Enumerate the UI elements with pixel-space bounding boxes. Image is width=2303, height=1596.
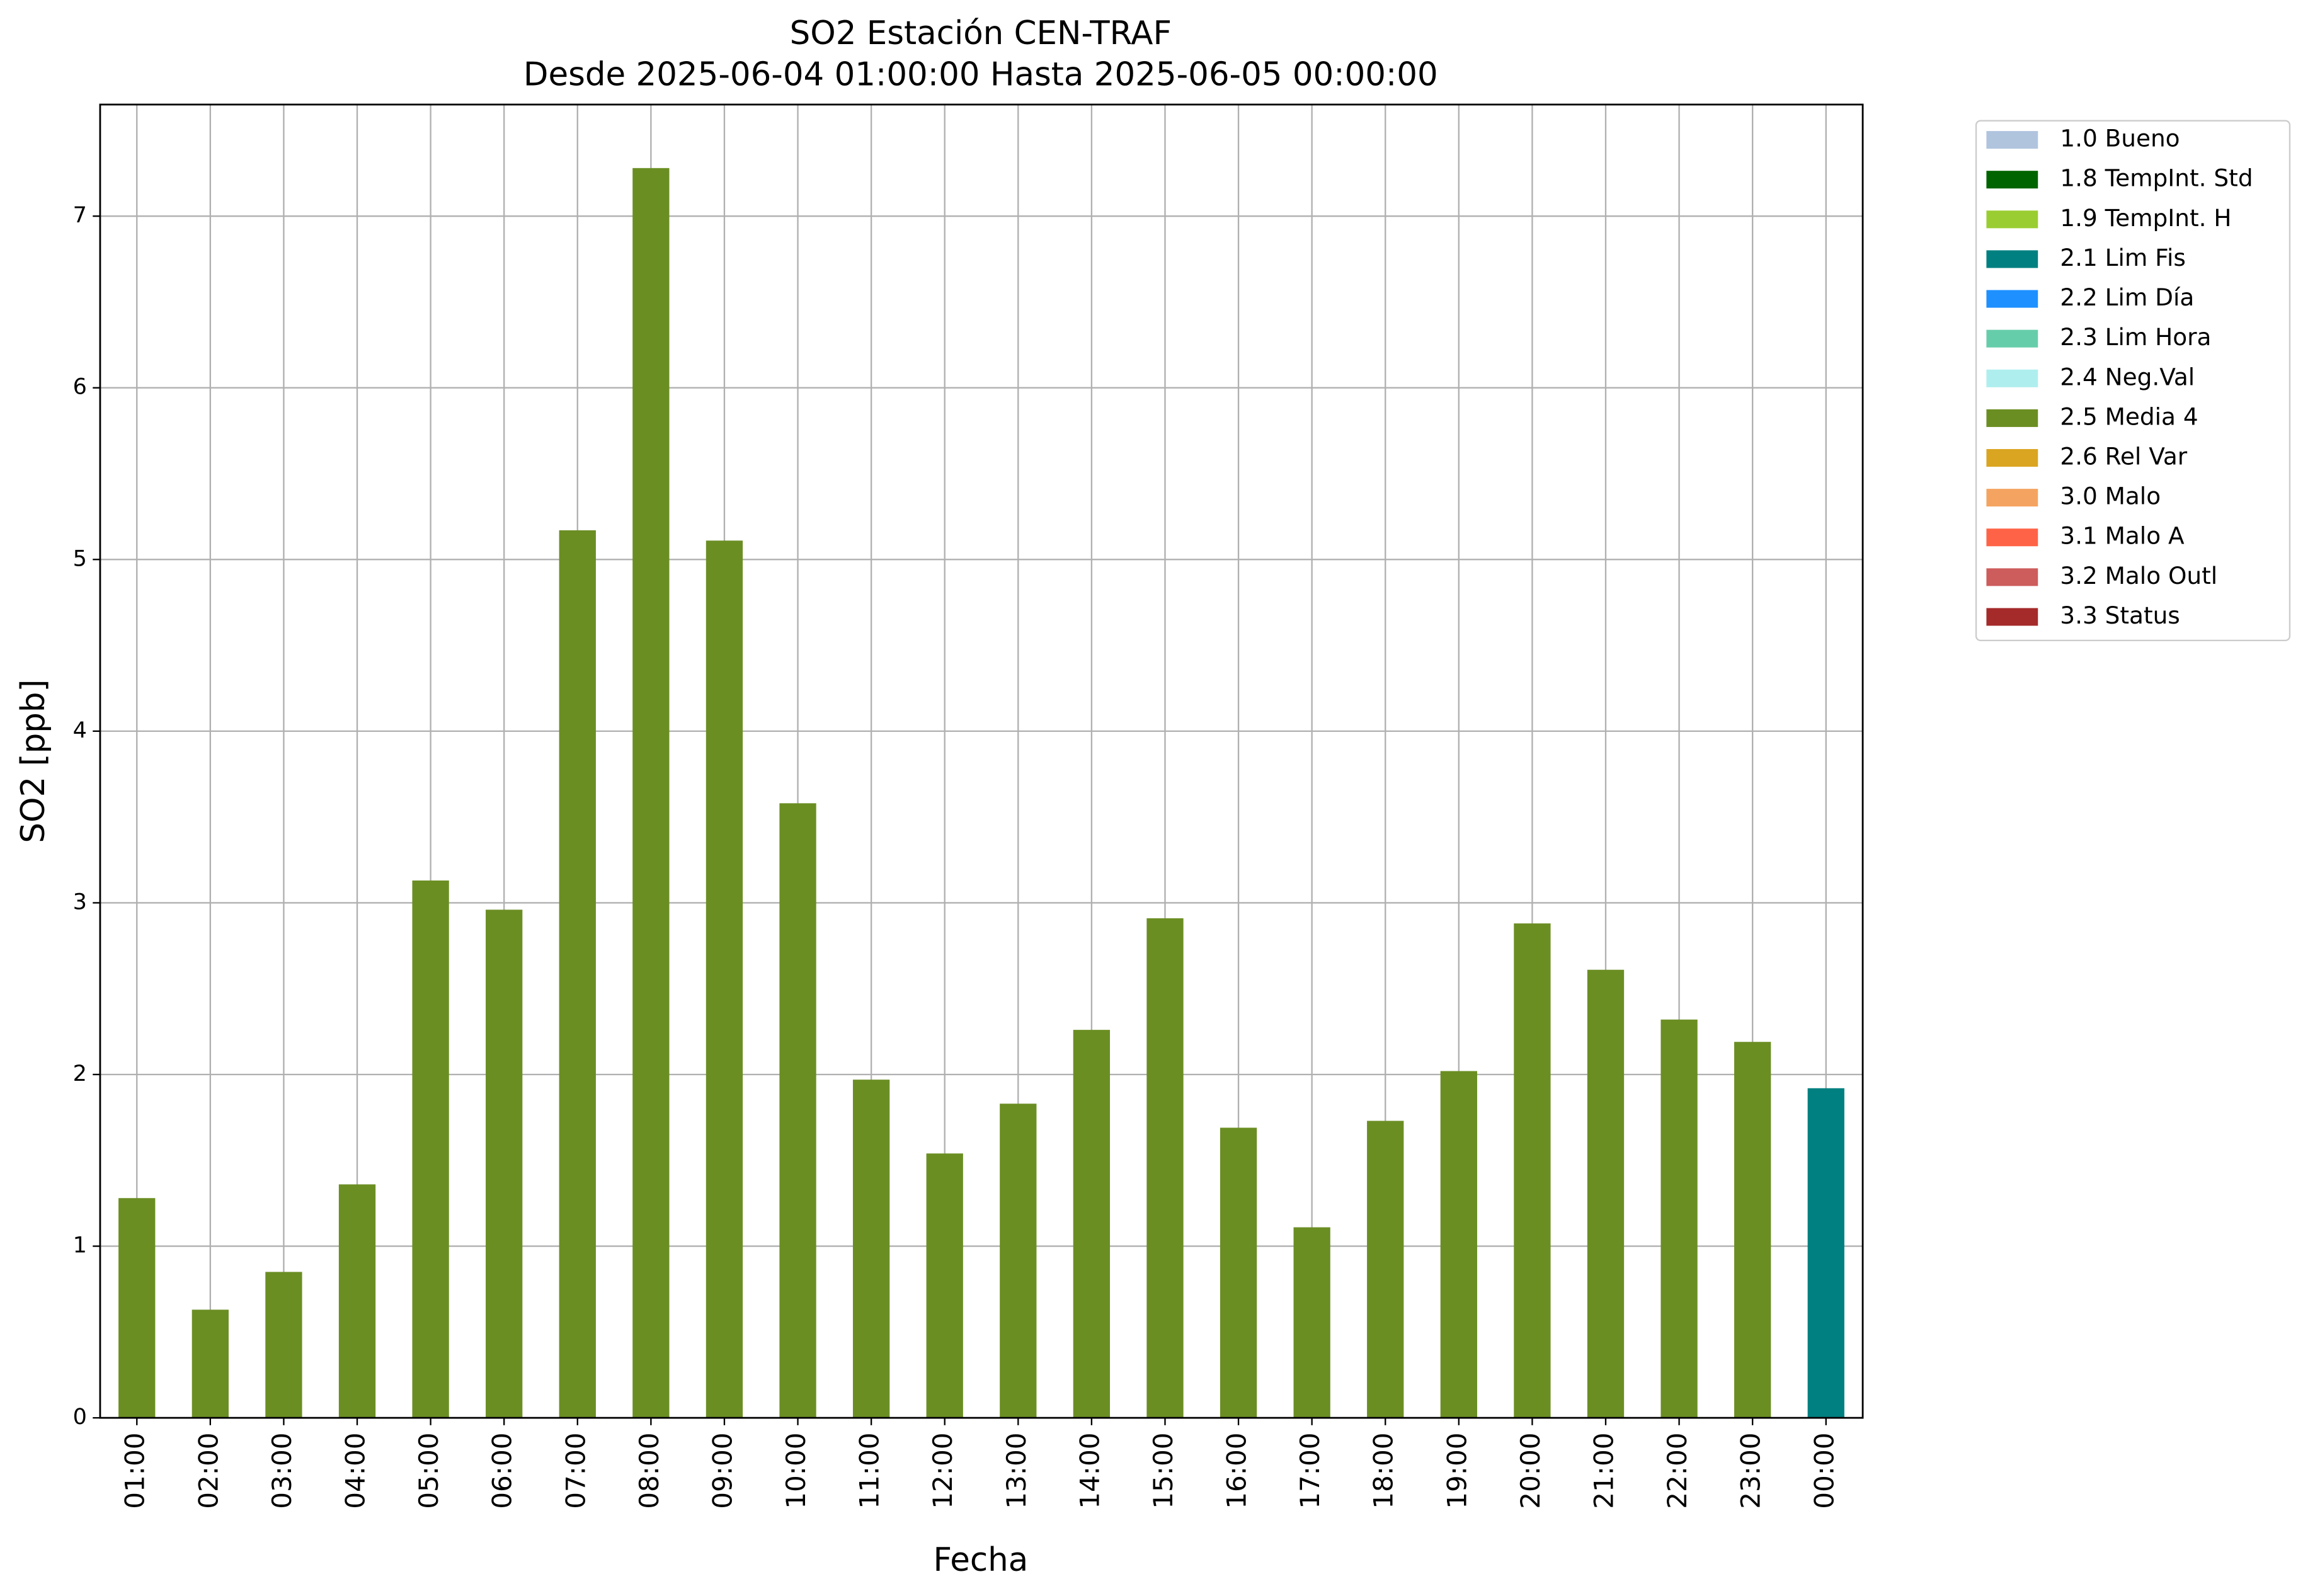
chart-title: SO2 Estación CEN-TRAF	[790, 14, 1172, 52]
legend-swatch	[1986, 329, 2038, 348]
bar	[1440, 1071, 1477, 1418]
bar	[706, 540, 743, 1418]
x-tick-label: 00:00	[1809, 1433, 1839, 1509]
chart-subtitle: Desde 2025-06-04 01:00:00 Hasta 2025-06-…	[523, 56, 1438, 94]
x-tick-label: 04:00	[340, 1433, 371, 1509]
x-tick-label: 03:00	[266, 1433, 297, 1509]
legend-swatch	[1986, 131, 2038, 149]
x-tick-label: 21:00	[1589, 1433, 1620, 1509]
y-tick-label: 0	[73, 1404, 87, 1430]
bar	[191, 1309, 229, 1418]
bar	[1293, 1227, 1330, 1418]
y-axis-label: SO2 [ppb]	[14, 679, 52, 843]
legend-label: 3.3 Status	[2060, 601, 2180, 629]
legend-swatch	[1986, 210, 2038, 229]
x-tick-label: 20:00	[1515, 1433, 1546, 1509]
bar	[1000, 1103, 1037, 1418]
legend-swatch	[1986, 608, 2038, 626]
legend-label: 3.0 Malo	[2060, 482, 2161, 510]
x-tick-label: 01:00	[120, 1433, 151, 1509]
bar	[1660, 1019, 1698, 1418]
x-tick-label: 18:00	[1368, 1433, 1399, 1509]
x-tick-label: 02:00	[193, 1433, 224, 1509]
x-tick-label: 22:00	[1662, 1433, 1693, 1509]
bar	[559, 530, 596, 1418]
bar	[852, 1080, 890, 1418]
bar	[1514, 923, 1551, 1418]
bar	[265, 1272, 302, 1418]
x-tick-label: 17:00	[1294, 1433, 1325, 1509]
bar	[1220, 1127, 1257, 1418]
y-tick-label: 7	[73, 202, 87, 228]
legend-label: 3.1 Malo A	[2060, 522, 2185, 550]
x-tick-label: 09:00	[707, 1433, 738, 1509]
x-tick-label: 14:00	[1074, 1433, 1105, 1509]
bar	[632, 168, 670, 1418]
legend-label: 1.8 TempInt. Std	[2060, 164, 2253, 192]
x-axis-label: Fecha	[933, 1541, 1028, 1579]
legend-box	[1975, 120, 2291, 642]
legend-label: 2.6 Rel Var	[2060, 443, 2188, 470]
legend-swatch	[1986, 290, 2038, 308]
x-tick-label: 19:00	[1441, 1433, 1472, 1509]
legend-swatch	[1986, 369, 2038, 387]
y-tick-label: 2	[73, 1061, 87, 1086]
y-tick-label: 3	[73, 889, 87, 915]
axes: 0 1 2 3 4 5 6 7 01:00 02:00 03:00 04:00 05:00 06:00 07…	[73, 202, 1840, 1509]
x-tick-label: 23:00	[1735, 1433, 1766, 1509]
bar	[1734, 1042, 1771, 1418]
bar	[779, 803, 816, 1418]
legend: 1.0 Bueno 1.8 TempInt. Std 1.9 TempInt. H 2…	[1986, 125, 2253, 629]
bar	[1367, 1120, 1404, 1418]
y-tick-label: 1	[73, 1233, 87, 1258]
bar	[1146, 918, 1184, 1418]
legend-swatch	[1986, 409, 2038, 427]
y-tick-label: 4	[73, 717, 87, 743]
legend-label: 2.2 Lim Día	[2060, 283, 2194, 311]
legend-swatch	[1986, 489, 2038, 507]
bar	[412, 880, 449, 1418]
legend-label: 2.3 Lim Hora	[2060, 323, 2211, 351]
bar	[926, 1153, 963, 1418]
x-tick-label: 13:00	[1001, 1433, 1032, 1509]
legend-label: 2.5 Media 4	[2060, 402, 2198, 430]
legend-swatch	[1986, 528, 2038, 547]
bar	[1587, 969, 1625, 1418]
legend-label: 3.2 Malo Outl	[2060, 562, 2217, 590]
x-tick-label: 06:00	[487, 1433, 518, 1509]
bar	[338, 1184, 376, 1418]
legend-label: 1.0 Bueno	[2060, 125, 2180, 152]
x-tick-label: 12:00	[927, 1433, 958, 1509]
legend-swatch	[1986, 448, 2038, 467]
bar	[1073, 1030, 1111, 1418]
x-tick-label: 11:00	[854, 1433, 885, 1509]
x-tick-label: 15:00	[1148, 1433, 1179, 1509]
bar	[486, 909, 523, 1418]
x-tick-label: 05:00	[413, 1433, 444, 1509]
legend-swatch	[1986, 568, 2038, 586]
plot-frame	[99, 103, 1864, 1419]
y-tick-label: 5	[73, 545, 87, 571]
legend-label: 1.9 TempInt. H	[2060, 204, 2231, 232]
legend-swatch	[1986, 171, 2038, 189]
legend-swatch	[1986, 250, 2038, 268]
y-tick-label: 6	[73, 374, 87, 400]
bars	[118, 168, 1844, 1418]
x-tick-label: 16:00	[1221, 1433, 1252, 1509]
legend-label: 2.4 Neg.Val	[2060, 363, 2195, 390]
x-tick-label: 10:00	[780, 1433, 811, 1509]
legend-label: 2.1 Lim Fis	[2060, 244, 2186, 271]
bar	[118, 1198, 156, 1418]
x-tick-label: 07:00	[560, 1433, 591, 1509]
x-tick-label: 08:00	[634, 1433, 665, 1509]
bar	[1807, 1088, 1844, 1418]
